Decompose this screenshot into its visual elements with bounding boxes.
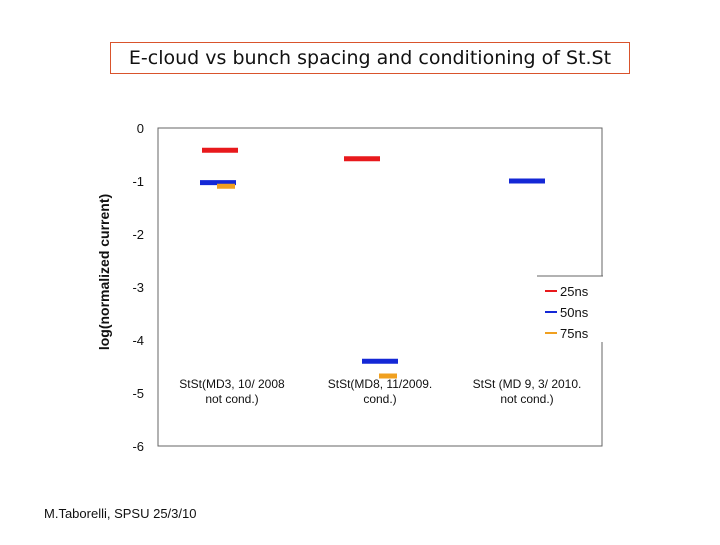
y-tick-label: -5 [132, 386, 144, 401]
y-axis-label: log(normalized current) [96, 194, 112, 350]
legend-label-75ns: 75ns [560, 326, 589, 341]
category-label: StSt(MD3, 10/ 2008 [179, 377, 285, 391]
y-tick-label: 0 [137, 121, 144, 136]
y-tick-label: -1 [132, 174, 144, 189]
legend-label-25ns: 25ns [560, 284, 589, 299]
legend-box [537, 276, 603, 342]
y-tick-label: -3 [132, 280, 144, 295]
y-axis-ticks: 0 -1 -2 -3 -4 -5 -6 [132, 121, 144, 454]
category-label: not cond.) [500, 392, 553, 406]
footer-credit: M.Taborelli, SPSU 25/3/10 [44, 506, 197, 521]
category-label: not cond.) [205, 392, 258, 406]
y-tick-label: -2 [132, 227, 144, 242]
y-tick-label: -4 [132, 333, 144, 348]
legend: 25ns 50ns 75ns [537, 275, 603, 342]
category-label: cond.) [363, 392, 396, 406]
chart-title: E-cloud vs bunch spacing and conditionin… [110, 42, 630, 74]
legend-label-50ns: 50ns [560, 305, 589, 320]
data-marks [200, 147, 545, 379]
category-label: StSt(MD8, 11/2009. [328, 377, 433, 391]
category-label: StSt (MD 9, 3/ 2010. [473, 377, 582, 391]
y-tick-label: -6 [132, 439, 144, 454]
